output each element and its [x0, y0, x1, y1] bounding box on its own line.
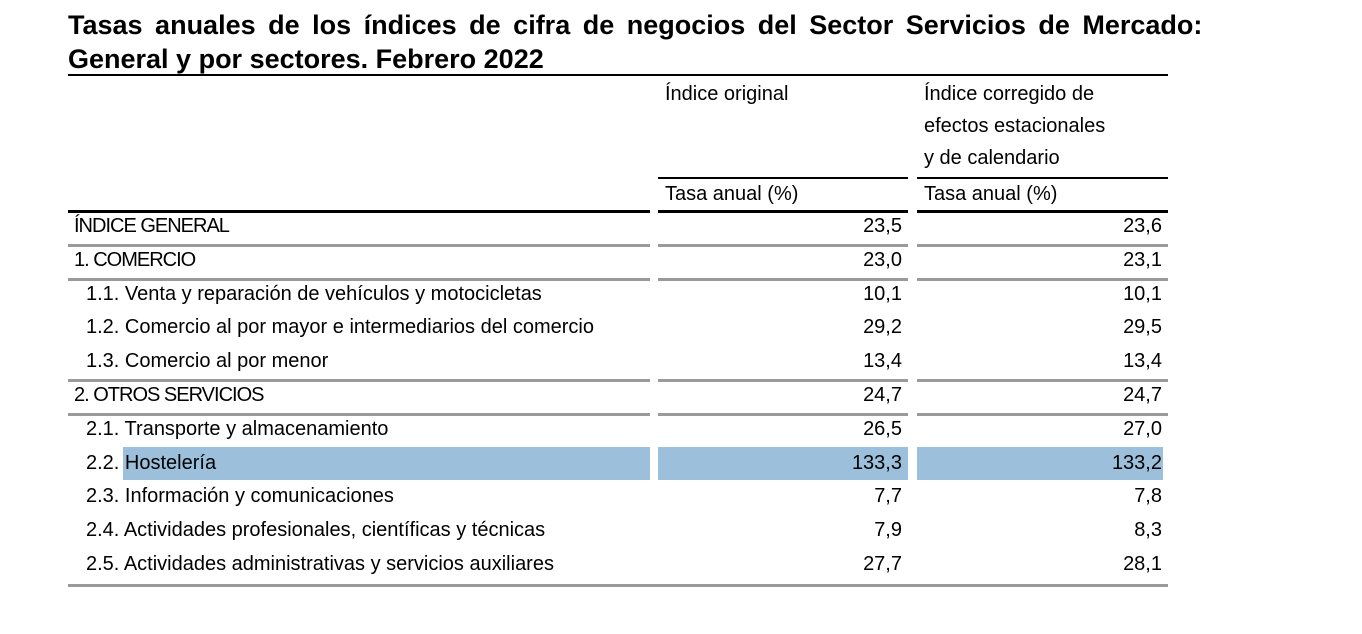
- table-row: 2.3. Información y comunicaciones 7,7 7,…: [68, 480, 1168, 514]
- table-row: 2.1. Transporte y almacenamiento 26,5 27…: [68, 412, 1168, 447]
- row-rule: [658, 210, 908, 215]
- table-row: 1.1. Venta y reparación de vehículos y m…: [68, 277, 1168, 312]
- column-header-original: Índice original: [665, 78, 915, 110]
- table-row: 1.3. Comercio al por menor 13,4 13,4: [68, 345, 1168, 379]
- row-label: 2.2. Hostelería: [86, 451, 217, 474]
- column-header-original-line: Índice original: [665, 83, 789, 105]
- row-rule: [658, 243, 908, 249]
- data-table: Índice original Índice corregido de efec…: [68, 74, 1168, 594]
- table-top-rule: [68, 74, 1168, 76]
- row-label: 2.3. Información y comunicaciones: [86, 485, 394, 508]
- column-header-corrected-line: Índice corregido de: [924, 83, 1095, 105]
- row-value-original: 23,0: [863, 248, 902, 271]
- row-value-corrected: 27,0: [1123, 417, 1162, 440]
- column-header-corrected-line: efectos estacionales: [924, 115, 1106, 137]
- table-row: 2.5. Actividades administrativas y servi…: [68, 548, 1168, 582]
- table-row-highlighted: 2.2. Hostelería 133,3 133,2: [68, 446, 1168, 481]
- row-value-corrected: 23,6: [1123, 215, 1162, 237]
- column-header-corrected: Índice corregido de efectos estacionales…: [924, 78, 1168, 174]
- row-value-corrected: 7,8: [1134, 485, 1162, 508]
- table-row: ÍNDICE GENERAL 23,5 23,6: [68, 210, 1168, 244]
- row-rule: [658, 412, 908, 418]
- table-body: ÍNDICE GENERAL 23,5 23,6 1. COMERCIO 23,…: [68, 210, 1168, 582]
- row-value-corrected: 13,4: [1123, 350, 1162, 373]
- subheader-original: Tasa anual (%): [658, 177, 908, 207]
- row-rule: [658, 277, 908, 283]
- row-rule: [68, 243, 650, 249]
- row-label: 1.1. Venta y reparación de vehículos y m…: [86, 282, 542, 305]
- row-value-corrected: 28,1: [1123, 552, 1162, 575]
- table-row: 1. COMERCIO 23,0 23,1: [68, 243, 1168, 278]
- row-value-corrected: 24,7: [1123, 383, 1162, 406]
- row-label: 2.1. Transporte y almacenamiento: [86, 417, 389, 440]
- row-highlight-gap: [650, 446, 658, 481]
- row-rule: [68, 210, 650, 215]
- row-value-original: 13,4: [863, 350, 902, 373]
- row-value-original: 10,1: [863, 282, 902, 305]
- row-value-corrected: 29,5: [1123, 316, 1162, 339]
- title-line-1: Tasas anuales de los índices de cifra de…: [68, 10, 1203, 40]
- row-label: 1.3. Comercio al por menor: [86, 350, 329, 373]
- row-value-original: 7,7: [874, 485, 902, 508]
- row-value-original: 26,5: [863, 417, 902, 440]
- page-title: Tasas anuales de los índices de cifra de…: [68, 8, 1298, 76]
- title-line-2: General y por sectores. Febrero 2022: [68, 44, 544, 74]
- row-label: 1.2. Comercio al por mayor e intermediar…: [86, 316, 594, 339]
- row-highlight-gap: [908, 446, 917, 481]
- table-row: 2. OTROS SERVICIOS 24,7 24,7: [68, 378, 1168, 413]
- row-value-corrected: 10,1: [1123, 282, 1162, 305]
- row-value-original: 7,9: [874, 519, 902, 542]
- table-row: 1.2. Comercio al por mayor e intermediar…: [68, 311, 1168, 345]
- row-value-corrected: 133,2: [1111, 451, 1162, 474]
- table-row: 2.4. Actividades profesionales, científi…: [68, 514, 1168, 548]
- row-rule: [917, 277, 1168, 283]
- row-rule: [917, 243, 1168, 249]
- row-highlight: [123, 446, 1163, 481]
- row-rule: [917, 412, 1168, 418]
- row-rule: [68, 277, 650, 283]
- column-header-corrected-line: y de calendario: [924, 147, 1060, 169]
- row-value-original: 133,3: [851, 451, 902, 474]
- row-rule: [917, 378, 1168, 384]
- row-value-corrected: 8,3: [1134, 519, 1162, 542]
- row-label: 2.5. Actividades administrativas y servi…: [86, 552, 554, 575]
- row-label: 1. COMERCIO: [74, 248, 196, 271]
- row-value-original: 27,7: [863, 552, 902, 575]
- row-value-original: 29,2: [863, 316, 902, 339]
- row-value-corrected: 23,1: [1123, 248, 1162, 271]
- row-value-original: 23,5: [863, 215, 902, 237]
- row-label: ÍNDICE GENERAL: [74, 215, 230, 237]
- row-rule: [917, 210, 1168, 215]
- row-rule: [658, 378, 908, 384]
- row-label: 2.4. Actividades profesionales, científi…: [86, 519, 546, 542]
- table-bottom-rule: [68, 584, 1168, 587]
- row-rule: [68, 412, 650, 418]
- subheader-corrected: Tasa anual (%): [917, 177, 1168, 207]
- row-label: 2. OTROS SERVICIOS: [74, 383, 264, 406]
- row-rule: [68, 378, 650, 384]
- row-value-original: 24,7: [863, 383, 902, 406]
